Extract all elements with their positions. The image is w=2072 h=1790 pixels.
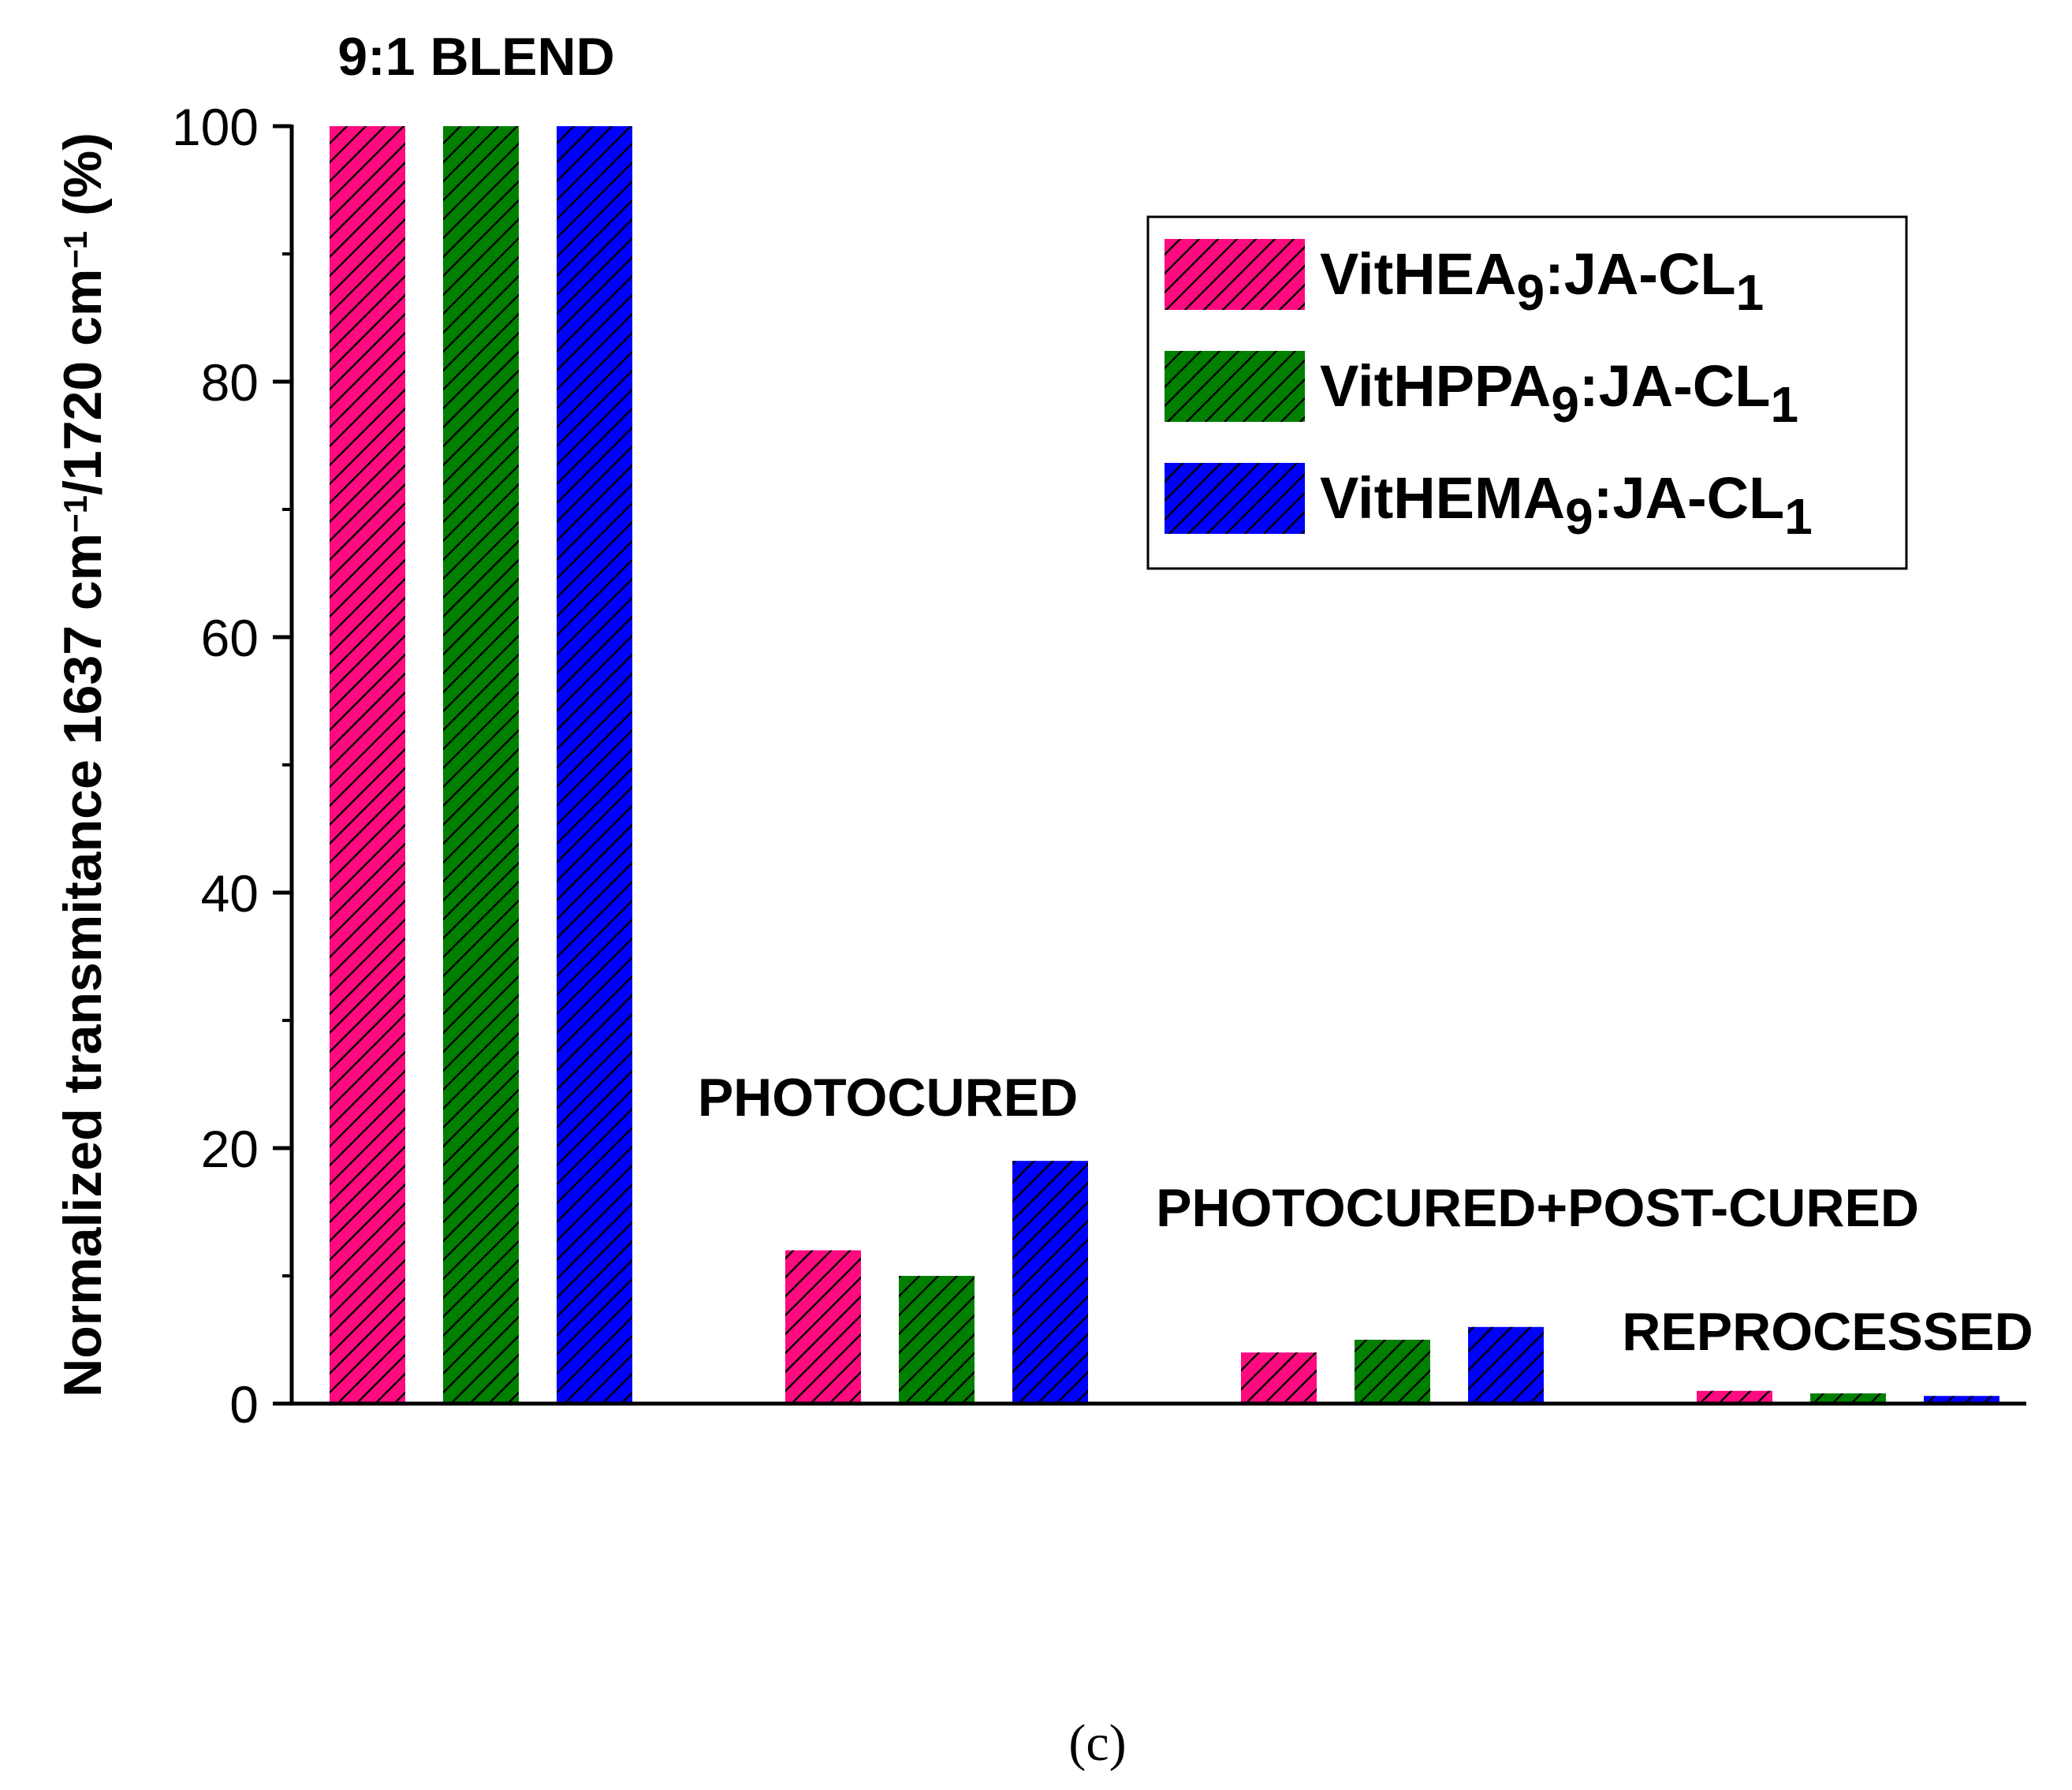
y-axis: 0 20 40 60 80 100: [172, 98, 294, 1434]
bar-reprocessed-series-2: [1810, 1393, 1886, 1404]
bar-9-1-blend-series-1: [330, 126, 405, 1404]
bar-photocured-post-cured-series-1: [1241, 1352, 1317, 1404]
bar-hatch: [1468, 1326, 1544, 1404]
bar-hatch: [1012, 1161, 1088, 1404]
bar-hatch: [1697, 1390, 1772, 1404]
bar-reprocessed-series-1: [1697, 1390, 1772, 1404]
bar-photocured-series-3: [1012, 1161, 1088, 1404]
bar-hatch: [899, 1276, 975, 1404]
y-tick-label: 0: [229, 1375, 259, 1434]
legend-item-1: VitHEA9:JA-CL1: [1165, 239, 1764, 321]
y-tick-label: 20: [201, 1120, 259, 1178]
category-label-9-1-blend: 9:1 BLEND: [337, 27, 614, 87]
legend-swatch-hatch: [1165, 463, 1305, 534]
bar-hatch: [1355, 1340, 1430, 1404]
bar-photocured-series-1: [785, 1250, 861, 1404]
bar-hatch: [1810, 1393, 1886, 1404]
bar-hatch: [1924, 1396, 1999, 1404]
legend-label: VitHEA9:JA-CL1: [1320, 241, 1764, 321]
bar-photocured-series-2: [899, 1276, 975, 1404]
category-label-photocured-post-cured: PHOTOCURED+POST-CURED: [1156, 1178, 1919, 1238]
bar-hatch: [785, 1250, 861, 1404]
legend-swatch-hatch: [1165, 351, 1305, 422]
legend-item-3: VitHEMA9:JA-CL1: [1165, 463, 1813, 545]
legend-swatch-hatch: [1165, 239, 1305, 310]
bar-reprocessed-series-3: [1924, 1396, 1999, 1404]
y-axis-label: Normalized transmitance 1637 cm−1/1720 c…: [53, 132, 113, 1397]
legend-item-2: VitHPPA9:JA-CL1: [1165, 351, 1798, 433]
bar-photocured-post-cured-series-3: [1468, 1326, 1544, 1404]
bar-hatch: [330, 126, 405, 1404]
bar-hatch: [557, 126, 632, 1404]
y-tick-label: 60: [201, 609, 259, 667]
legend-label: VitHPPA9:JA-CL1: [1320, 353, 1798, 433]
category-labels: 9:1 BLEND PHOTOCURED PHOTOCURED+POST-CURED…: [337, 27, 2033, 1362]
y-tick-label: 40: [201, 864, 259, 923]
bars: [330, 126, 1999, 1404]
bar-hatch: [1241, 1352, 1317, 1404]
bar-9-1-blend-series-2: [443, 126, 519, 1404]
legend: VitHEA9:JA-CL1 VitHPPA9:JA-CL1 VitHEMA9:JA…: [1146, 215, 1908, 570]
bar-hatch: [443, 126, 519, 1404]
category-label-reprocessed: REPROCESSED: [1622, 1302, 2033, 1362]
legend-label: VitHEMA9:JA-CL1: [1320, 465, 1813, 545]
category-label-photocured: PHOTOCURED: [698, 1068, 1078, 1128]
bar-photocured-post-cured-series-2: [1355, 1340, 1430, 1404]
y-tick-label: 80: [201, 353, 259, 412]
bar-9-1-blend-series-3: [557, 126, 632, 1404]
y-tick-label: 100: [172, 98, 259, 156]
figure-caption: (c): [1068, 1714, 1126, 1772]
